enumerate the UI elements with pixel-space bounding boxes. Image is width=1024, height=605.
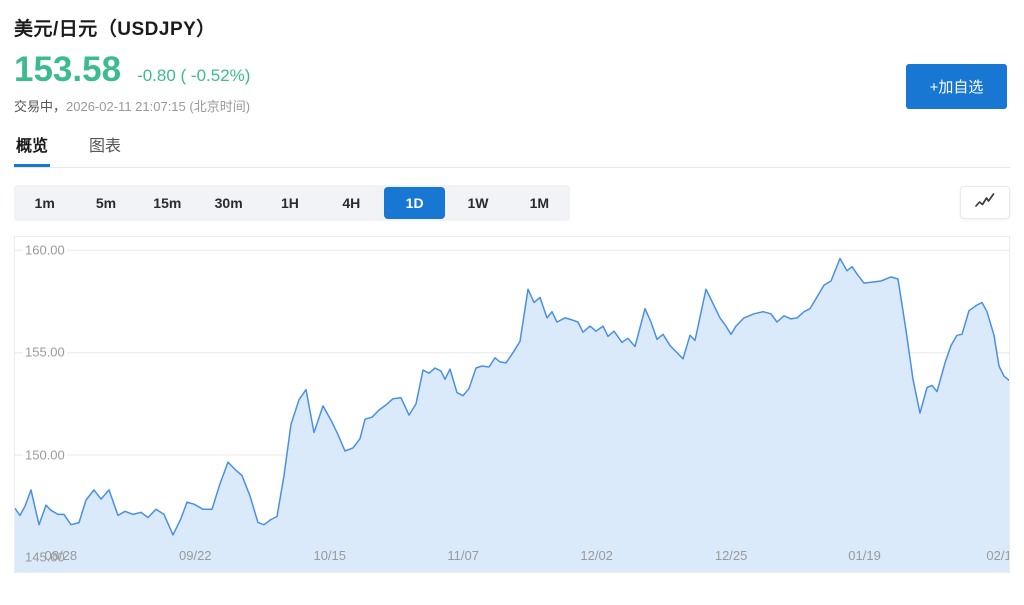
trading-status-label: 交易中， [14,98,67,114]
period-selector: 1m 5m 15m 30m 1H 4H 1D 1W 1M [14,184,570,221]
period-button-1m[interactable]: 1m [14,185,75,221]
tab-overview[interactable]: 概览 [14,132,50,167]
trend-line-icon [974,192,996,214]
trading-status: 交易中，2026-02-11 21:07:15 (北京时间) [14,96,1010,115]
period-button-1H[interactable]: 1H [259,185,320,221]
period-button-15m[interactable]: 15m [137,185,198,221]
add-watchlist-button[interactable]: +加自选 [906,64,1007,109]
tab-bar: 概览 图表 [14,132,1010,168]
price-change: -0.80 ( -0.52%) [137,66,251,85]
tab-chart[interactable]: 图表 [89,137,122,155]
x-axis-label: 11/07 [447,547,479,563]
period-button-5m[interactable]: 5m [75,185,136,221]
period-button-1M[interactable]: 1M [509,185,570,221]
y-axis-label: 160.00 [23,242,67,258]
instrument-title: 美元/日元（USDJPY） [14,19,216,40]
last-price: 153.58 [14,50,122,89]
x-axis-label: 09/22 [178,547,212,563]
quote-page: 美元/日元（USDJPY） 153.58 -0.80 ( -0.52%) +加自… [0,14,1024,573]
period-button-4H[interactable]: 4H [321,185,382,221]
x-axis-label: 12/25 [714,547,748,563]
quote-timestamp: 2026-02-11 21:07:15 (北京时间) [66,98,251,114]
x-axis-label: 01/19 [848,547,881,563]
chart-type-button[interactable] [960,186,1010,220]
period-button-1W[interactable]: 1W [447,185,508,221]
x-axis-label: 02/1 [986,547,1010,563]
y-axis-label: 145.00 [25,549,65,565]
x-axis-label: 08/28 [44,547,78,563]
chart-toolbar: 1m 5m 15m 30m 1H 4H 1D 1W 1M [14,184,1010,221]
period-button-30m[interactable]: 30m [198,185,259,221]
chart-canvas [15,249,1009,572]
period-button-1D[interactable]: 1D [383,186,446,219]
x-axis-label: 10/15 [313,547,347,563]
price-chart[interactable]: 160.00 155.00 150.00 145.00 08/28 09/22 10/15… [14,235,1010,573]
y-axis-label: 150.00 [23,447,67,463]
y-axis-label: 155.00 [23,344,67,360]
price-row: 153.58 -0.80 ( -0.52%) [14,50,1010,89]
x-axis-label: 12/02 [580,547,613,563]
